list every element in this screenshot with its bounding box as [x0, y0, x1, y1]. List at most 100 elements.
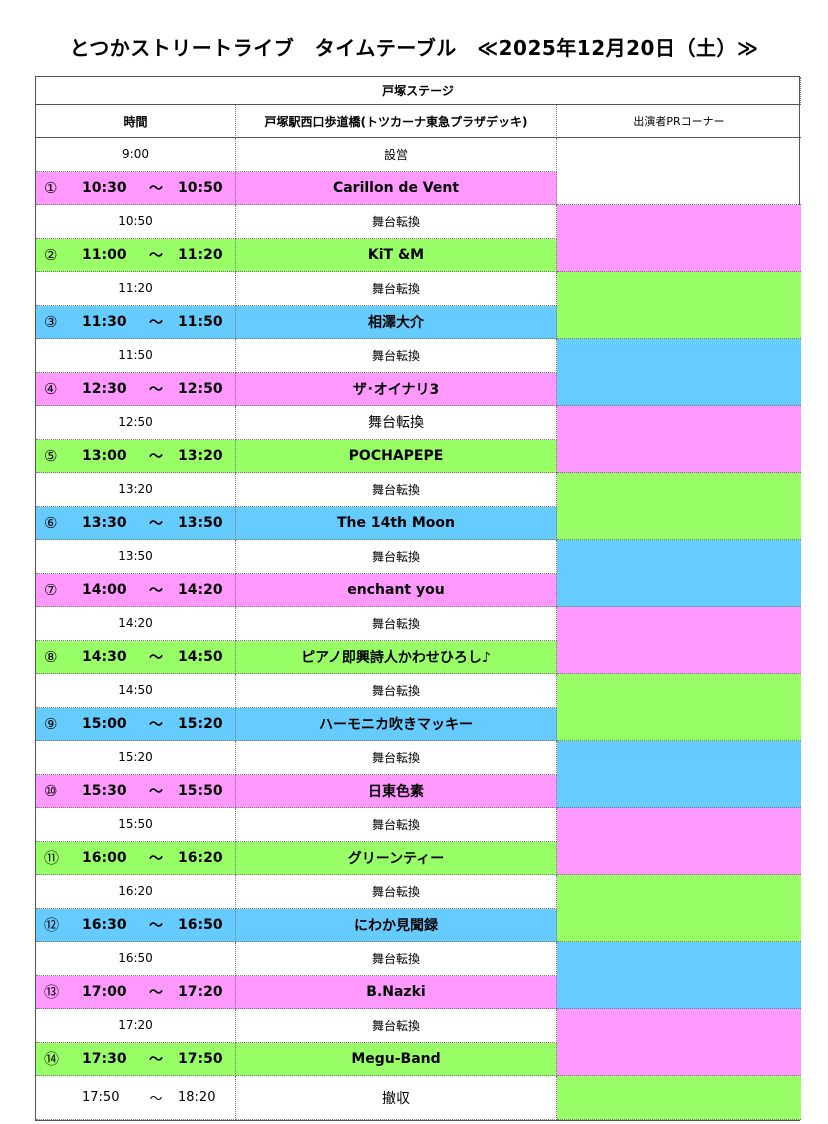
pr-slot — [557, 942, 801, 1009]
tilde: ～ — [149, 247, 163, 264]
performance-number: ⑬ — [44, 983, 60, 1002]
end-time: 17:50 — [178, 1050, 223, 1067]
performance-number: ⑧ — [44, 647, 58, 666]
performance-time: ⑬ 17:00 ～ 17:20 — [36, 975, 236, 1009]
changeover-label: 舞台転換 — [236, 674, 557, 708]
performer-name: The 14th Moon — [236, 506, 557, 540]
performance-time: ⑩ 15:30 ～ 15:50 — [36, 774, 236, 808]
performer-name: B.Nazki — [236, 975, 557, 1009]
performance-time: ⑥ 13:30 ～ 13:50 — [36, 506, 236, 540]
tilde: ～ — [149, 649, 163, 666]
tilde: ～ — [149, 783, 163, 800]
end-time: 18:20 — [178, 1090, 216, 1105]
changeover-time: 11:50 — [36, 339, 236, 373]
changeover-label: 舞台転換 — [236, 540, 557, 574]
end-time: 11:50 — [178, 313, 223, 330]
pr-slot — [557, 473, 801, 540]
pr-slot — [557, 540, 801, 607]
performance-time: ③ 11:30 ～ 11:50 — [36, 305, 236, 339]
pr-slot — [557, 808, 801, 875]
tilde: ～ — [149, 1092, 163, 1107]
pr-slot — [557, 272, 801, 339]
performance-number: ⑦ — [44, 580, 58, 599]
performer-name: Carillon de Vent — [236, 171, 557, 205]
changeover-time: 15:50 — [36, 808, 236, 842]
performance-number: ② — [44, 245, 58, 264]
performance-time: ④ 12:30 ～ 12:50 — [36, 372, 236, 406]
performer-name: 相澤大介 — [236, 305, 557, 339]
performance-number: ① — [44, 178, 58, 197]
end-time: 13:50 — [178, 514, 223, 531]
changeover-time: 14:50 — [36, 674, 236, 708]
pr-slot — [557, 875, 801, 942]
performance-time: ② 11:00 ～ 11:20 — [36, 238, 236, 272]
performer-name: ハーモニカ吹きマッキー — [236, 707, 557, 741]
end-time: 10:50 — [178, 179, 223, 196]
pr-slot — [557, 741, 801, 808]
teardown-label: 撤収 — [236, 1076, 557, 1120]
end-time: 13:20 — [178, 447, 223, 464]
start-time: 15:00 — [82, 715, 127, 732]
performance-number: ⑤ — [44, 446, 58, 465]
changeover-time: 10:50 — [36, 205, 236, 239]
start-time: 16:30 — [82, 916, 127, 933]
performer-name: POCHAPEPE — [236, 439, 557, 473]
start-time: 11:30 — [82, 313, 127, 330]
end-time: 16:20 — [178, 849, 223, 866]
tilde: ～ — [149, 917, 163, 934]
changeover-label: 舞台転換 — [236, 473, 557, 507]
performance-number: ⑪ — [44, 849, 60, 868]
start-time: 10:30 — [82, 179, 127, 196]
performance-time: ⑦ 14:00 ～ 14:20 — [36, 573, 236, 607]
end-time: 14:50 — [178, 648, 223, 665]
changeover-label: 舞台転換 — [236, 272, 557, 306]
start-time: 11:00 — [82, 246, 127, 263]
start-time: 17:50 — [82, 1090, 120, 1105]
start-time: 13:30 — [82, 514, 127, 531]
changeover-time: 13:50 — [36, 540, 236, 574]
header-venue: 戸塚駅西口歩道橋(トツカーナ東急プラザデッキ) — [236, 105, 557, 138]
pr-slot — [557, 607, 801, 674]
header-pr-corner: 出演者PRコーナー — [557, 105, 801, 138]
changeover-label: 舞台転換 — [236, 942, 557, 976]
performer-name: Megu-Band — [236, 1042, 557, 1076]
end-time: 16:50 — [178, 916, 223, 933]
pr-slot — [557, 339, 801, 406]
tilde: ～ — [149, 716, 163, 733]
pr-slot — [557, 1076, 801, 1120]
changeover-time: 16:20 — [36, 875, 236, 909]
teardown-time: 17:50 ～ 18:20 — [36, 1076, 236, 1120]
performer-name: グリーンティー — [236, 841, 557, 875]
tilde: ～ — [149, 1051, 163, 1068]
tilde: ～ — [149, 515, 163, 532]
performance-time: ⑫ 16:30 ～ 16:50 — [36, 908, 236, 942]
page-title: とつかストリートライブ タイムテーブル ≪2025年12月20日（土）≫ — [69, 36, 759, 60]
start-time: 14:30 — [82, 648, 127, 665]
end-time: 12:50 — [178, 380, 223, 397]
start-time: 16:00 — [82, 849, 127, 866]
tilde: ～ — [149, 448, 163, 465]
pr-slot — [557, 674, 801, 741]
performance-number: ⑥ — [44, 513, 58, 532]
changeover-time: 13:20 — [36, 473, 236, 507]
performer-name: ザ･オイナリ3 — [236, 372, 557, 406]
performance-time: ⑪ 16:00 ～ 16:20 — [36, 841, 236, 875]
pr-slot — [557, 406, 801, 473]
performance-number: ⑭ — [44, 1050, 60, 1069]
start-time: 14:00 — [82, 581, 127, 598]
performance-number: ④ — [44, 379, 58, 398]
changeover-time: 11:20 — [36, 272, 236, 306]
changeover-time: 15:20 — [36, 741, 236, 775]
start-time: 12:30 — [82, 380, 127, 397]
start-time: 15:30 — [82, 782, 127, 799]
performance-time: ① 10:30 ～ 10:50 — [36, 171, 236, 205]
tilde: ～ — [149, 850, 163, 867]
start-time: 13:00 — [82, 447, 127, 464]
changeover-label: 舞台転換 — [236, 607, 557, 641]
changeover-label: 舞台転換 — [236, 406, 557, 440]
end-time: 14:20 — [178, 581, 223, 598]
performance-time: ⑨ 15:00 ～ 15:20 — [36, 707, 236, 741]
tilde: ～ — [149, 314, 163, 331]
performer-name: にわか見聞録 — [236, 908, 557, 942]
tilde: ～ — [149, 381, 163, 398]
